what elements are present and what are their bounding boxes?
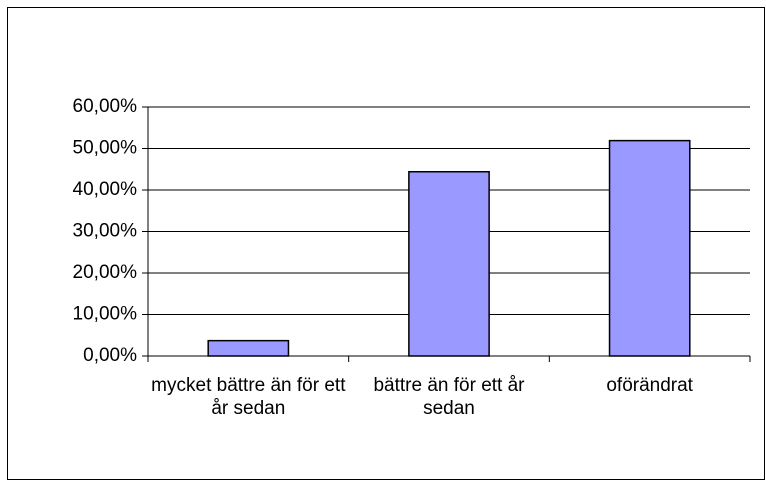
x-tick-label: bättre än för ett år sedan: [373, 375, 525, 419]
bar: [207, 339, 290, 357]
y-tick-label: 50,00%: [73, 138, 138, 159]
y-tick-label: 60,00%: [73, 96, 138, 117]
y-tick-label: 40,00%: [73, 179, 138, 200]
y-tick-label: 20,00%: [73, 262, 138, 283]
y-tick-label: 0,00%: [83, 345, 137, 366]
y-tick-label: 30,00%: [73, 221, 138, 242]
bar: [608, 139, 691, 357]
bar: [408, 170, 490, 357]
x-tick-label: mycket bättre än för ett år sedan: [151, 375, 346, 419]
y-tick-label: 10,00%: [73, 304, 138, 325]
x-tick-label: oförändrat: [606, 375, 693, 396]
